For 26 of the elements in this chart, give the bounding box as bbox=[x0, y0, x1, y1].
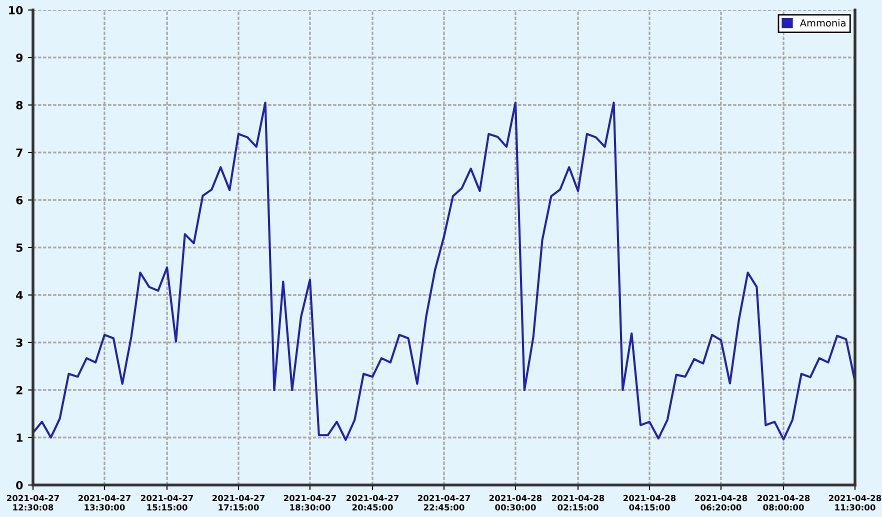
y-tick-label: 10 bbox=[9, 6, 23, 14]
y-tick-label: 5 bbox=[16, 244, 22, 252]
x-tick-label: 2021-04-27 15:15:00 bbox=[141, 494, 194, 511]
y-tick-label: 7 bbox=[16, 148, 22, 157]
x-tick-label: 2021-04-27 22:45:00 bbox=[418, 494, 470, 511]
x-tick-label: 2021-04-28 02:15:00 bbox=[552, 494, 604, 511]
legend-label: Ammonia bbox=[800, 19, 846, 27]
y-tick-label: 3 bbox=[16, 338, 22, 347]
y-tick-label: 4 bbox=[16, 291, 23, 300]
line-series bbox=[33, 102, 855, 441]
x-tick-label: 2021-04-27 20:45:00 bbox=[346, 494, 399, 511]
y-tick-label: 6 bbox=[16, 196, 23, 204]
x-tick-label: 2021-04-28 11:30:00 bbox=[829, 494, 882, 511]
y-tick-label: 9 bbox=[16, 53, 23, 62]
y-tick-label: 1 bbox=[16, 434, 23, 442]
x-tick-label: 2021-04-28 00:30:00 bbox=[489, 494, 542, 511]
x-tick-label: 2021-04-27 12:30:08 bbox=[7, 494, 59, 511]
x-tick-label: 2021-04-28 04:15:00 bbox=[624, 494, 676, 511]
x-tick-label: 2021-04-27 18:30:00 bbox=[284, 494, 336, 511]
y-tick-label: 8 bbox=[16, 100, 23, 110]
x-tick-label: 2021-04-27 17:15:00 bbox=[212, 494, 264, 511]
x-tick-label: 2021-04-28 08:00:00 bbox=[758, 494, 810, 511]
y-tick-label: 2 bbox=[16, 386, 22, 394]
x-tick-label: 2021-04-28 06:20:00 bbox=[694, 494, 748, 511]
x-tick-label: 2021-04-27 13:30:00 bbox=[78, 494, 130, 511]
y-tick-label: 0 bbox=[16, 480, 23, 490]
